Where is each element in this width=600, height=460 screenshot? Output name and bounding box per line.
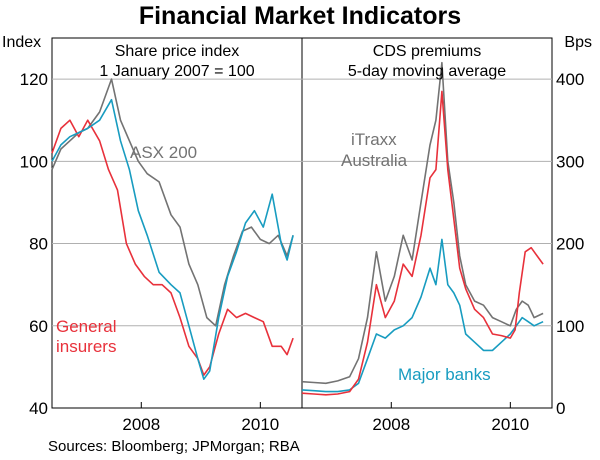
x-tick-left-2008: 2008 [122, 415, 160, 434]
series-right-general-insurers [301, 90, 544, 396]
y-tick-left-80: 80 [29, 235, 48, 254]
y-tick-right-200: 200 [556, 235, 584, 254]
annotation-major-banks: Major banks [398, 365, 491, 384]
x-tick-left-2010: 2010 [241, 415, 279, 434]
series-right-itraxx-australia [301, 61, 544, 385]
right-axis-unit: Bps [564, 34, 592, 51]
left-panel-subtitle: 1 January 2007 = 100 [99, 63, 254, 80]
y-tick-left-100: 100 [20, 152, 48, 171]
annotation-itraxx: iTraxx [351, 130, 397, 149]
series-left-asx-200 [51, 78, 294, 327]
x-tick-right-2010: 2010 [491, 415, 529, 434]
y-tick-right-300: 300 [556, 152, 584, 171]
y-tick-right-400: 400 [556, 70, 584, 89]
annotation-insurers: insurers [56, 337, 116, 356]
series-left-general-insurers [51, 119, 294, 376]
y-tick-left-120: 120 [20, 70, 48, 89]
series-right-major-banks [301, 238, 544, 393]
right-panel-title: CDS premiums [373, 43, 481, 60]
right-panel-subtitle: 5-day moving average [348, 63, 506, 80]
annotation-asx200: ASX 200 [130, 143, 197, 162]
series-left-major-banks [51, 98, 294, 381]
left-panel-title: Share price index [115, 43, 240, 60]
chart-title: Financial Market Indicators [138, 2, 462, 30]
x-tick-right-2008: 2008 [372, 415, 410, 434]
annotation-general: General [56, 317, 116, 336]
y-tick-left-40: 40 [29, 399, 48, 418]
y-tick-left-60: 60 [29, 317, 48, 336]
source-note: Sources: Bloomberg; JPMorgan; RBA [48, 438, 300, 455]
y-tick-right-100: 100 [556, 317, 584, 336]
right-panel-frame [301, 37, 553, 409]
y-tick-right-0: 0 [556, 399, 565, 418]
annotation-australia: Australia [341, 151, 408, 170]
left-axis-unit: Index [2, 34, 42, 51]
